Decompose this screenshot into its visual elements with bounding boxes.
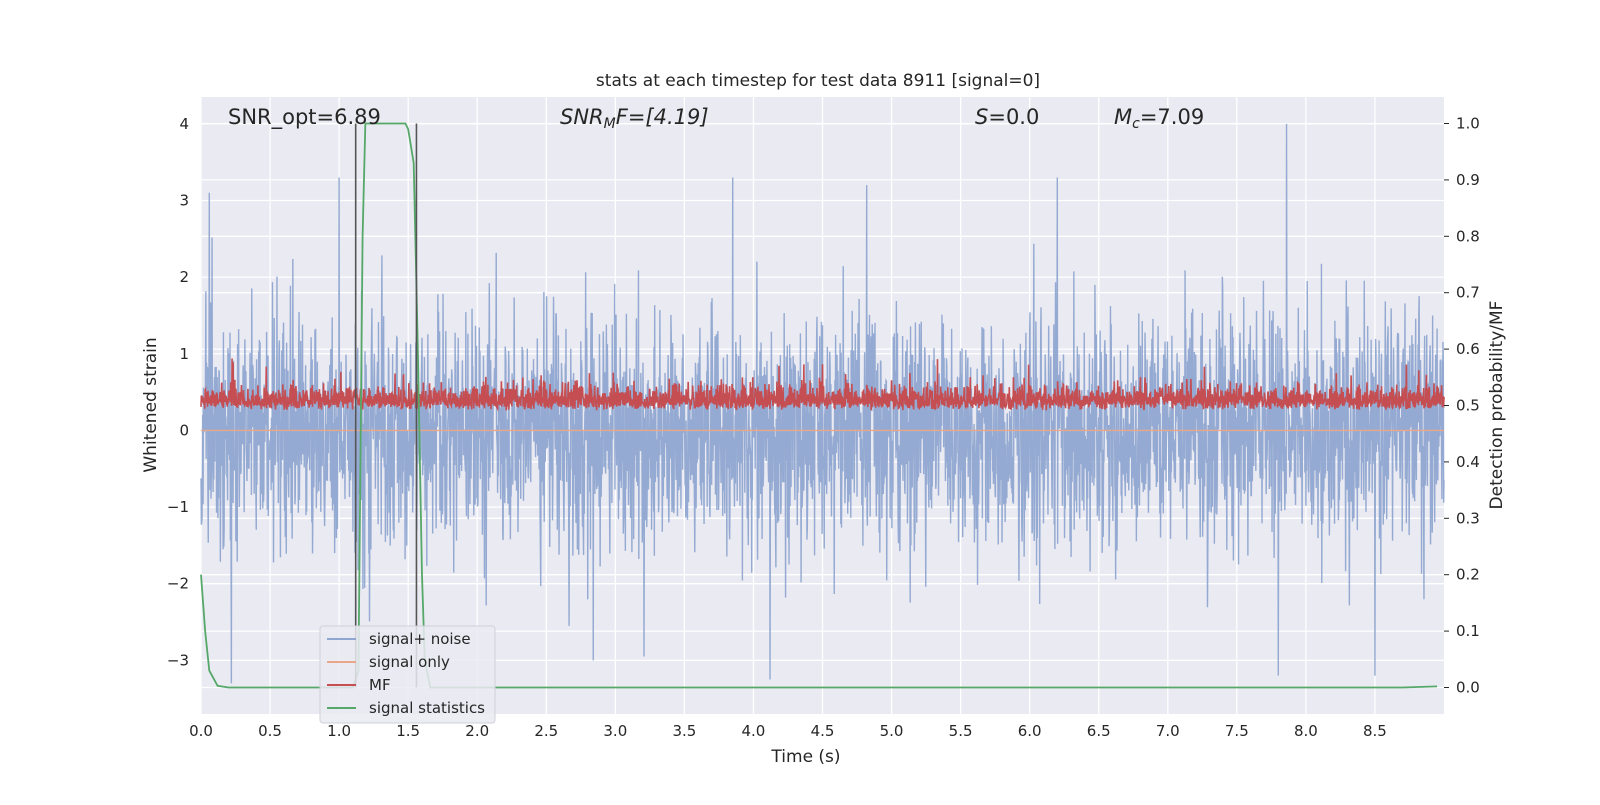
chart-title: stats at each timestep for test data 891… bbox=[596, 71, 1040, 91]
x-tick-label: 8.0 bbox=[1294, 722, 1318, 740]
y2-tick-label: 0.4 bbox=[1456, 453, 1480, 471]
legend-label-signal-statistics: signal statistics bbox=[369, 699, 485, 717]
y-tick-label: −1 bbox=[167, 498, 189, 516]
series-signal-noise bbox=[200, 123, 1445, 684]
x-tick-label: 4.0 bbox=[742, 722, 766, 740]
x-axis-label: Time (s) bbox=[770, 747, 840, 767]
y2-tick-label: 0.9 bbox=[1456, 171, 1480, 189]
y2-tick-label: 0.3 bbox=[1456, 509, 1480, 527]
y2-tick-label: 0.1 bbox=[1456, 622, 1480, 640]
y2-tick-label: 0.0 bbox=[1456, 678, 1480, 696]
y-tick-label: −2 bbox=[167, 575, 189, 593]
y-tick-label: 1 bbox=[179, 345, 189, 363]
x-tick-label: 0.5 bbox=[258, 722, 282, 740]
x-tick-label: 8.5 bbox=[1363, 722, 1387, 740]
legend-label-signal-only: signal only bbox=[369, 653, 450, 671]
mc-value: =7.09 bbox=[1140, 105, 1204, 129]
x-tick-label: 3.0 bbox=[603, 722, 627, 740]
snr-mf-rest: F=[4.19] bbox=[616, 105, 709, 129]
snr-opt-annotation: SNR_opt=6.89 bbox=[228, 105, 381, 130]
mc-annotation: Mc=7.09 bbox=[1114, 105, 1204, 132]
x-tick-label: 6.5 bbox=[1087, 722, 1111, 740]
x-tick-label: 7.5 bbox=[1225, 722, 1249, 740]
y-tick-label: 4 bbox=[179, 115, 189, 133]
y-tick-label: 0 bbox=[179, 421, 189, 439]
y2-tick-label: 0.8 bbox=[1456, 227, 1480, 245]
x-tick-label: 0.0 bbox=[189, 722, 213, 740]
s-stat-annotation: S=0.0 bbox=[975, 105, 1039, 129]
snr-mf-annotation: SNRMF=[4.19] bbox=[560, 105, 709, 132]
s-stat-value: =0.0 bbox=[988, 105, 1039, 129]
x-tick-label: 6.0 bbox=[1018, 722, 1042, 740]
series-mf bbox=[200, 358, 1445, 412]
x-tick-label: 3.5 bbox=[672, 722, 696, 740]
x-tick-label: 7.0 bbox=[1156, 722, 1180, 740]
y2-tick-label: 0.5 bbox=[1456, 397, 1480, 415]
legend-label-signal-noise: signal+ noise bbox=[369, 630, 471, 648]
legend-label-mf: MF bbox=[369, 676, 391, 694]
tick-labels: 0.0 0.5 1.0 1.5 2.0 2.5 3.0 3.5 4.0 4.5 5.0 5.5 6.0 6… bbox=[167, 115, 1480, 740]
mc-subscript: c bbox=[1132, 116, 1140, 132]
x-tick-label: 1.5 bbox=[396, 722, 420, 740]
y2-tick-label: 1.0 bbox=[1456, 115, 1480, 133]
vertical-marker-lines bbox=[354, 123, 418, 688]
x-tick-label: 5.5 bbox=[949, 722, 973, 740]
x-tick-label: 2.5 bbox=[534, 722, 558, 740]
y2-tick-label: 0.6 bbox=[1456, 340, 1480, 358]
y2-axis-label: Detection probability/MF bbox=[1487, 301, 1507, 510]
snr-mf-base: SNR bbox=[560, 105, 604, 129]
y-tick-label: 3 bbox=[179, 191, 189, 209]
x-tick-label: 2.0 bbox=[465, 722, 489, 740]
legend-box bbox=[319, 625, 496, 724]
x-tick-label: 4.5 bbox=[811, 722, 835, 740]
mc-base: M bbox=[1114, 105, 1132, 129]
y2-tick-label: 0.2 bbox=[1456, 566, 1480, 584]
s-stat-label: S bbox=[975, 105, 988, 129]
y-tick-label: 2 bbox=[179, 268, 189, 286]
x-tick-label: 5.0 bbox=[880, 722, 904, 740]
y-axis-label: Whitened strain bbox=[141, 337, 161, 472]
x-tick-label: 1.0 bbox=[327, 722, 351, 740]
snr-mf-subscript: M bbox=[604, 116, 616, 132]
legend: signal+ noise signal only MF signal stat… bbox=[319, 625, 496, 724]
y-tick-label: −3 bbox=[167, 651, 189, 669]
y2-tick-label: 0.7 bbox=[1456, 284, 1480, 302]
